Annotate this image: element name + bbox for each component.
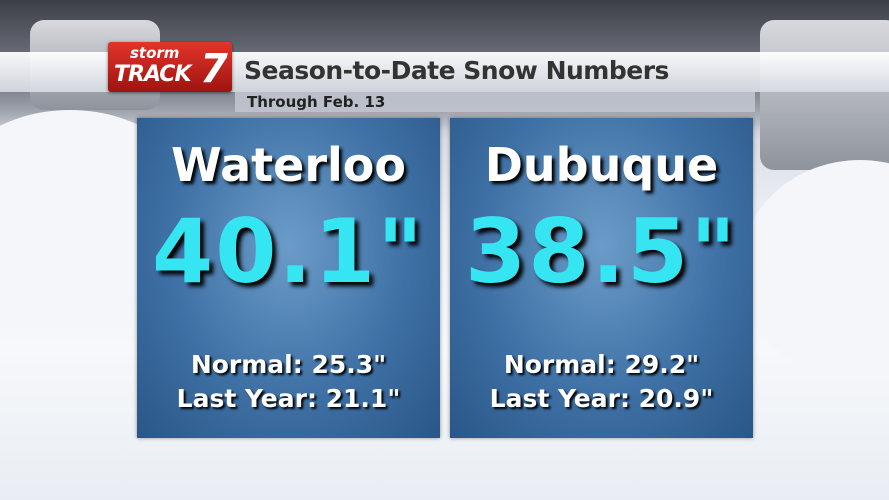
station-logo: storm TRACK 7	[108, 42, 232, 92]
subtitle: Through Feb. 13	[247, 93, 386, 111]
logo-text: storm	[130, 44, 180, 62]
last-year-snow: Last Year: 20.9"	[489, 384, 714, 413]
snow-total: 40.1"	[152, 200, 425, 303]
normal-snow: Normal: 25.3"	[190, 350, 387, 379]
background-car	[760, 20, 889, 170]
title: Season-to-Date Snow Numbers	[244, 56, 669, 85]
logo-text: TRACK	[114, 62, 191, 87]
city-panel: Dubuque 38.5" Normal: 29.2" Last Year: 2…	[450, 118, 753, 438]
city-panel: Waterloo 40.1" Normal: 25.3" Last Year: …	[137, 118, 440, 438]
city-name: Waterloo	[171, 138, 406, 192]
normal-snow: Normal: 29.2"	[503, 350, 700, 379]
snow-total: 38.5"	[465, 200, 738, 303]
subtitle-bar	[235, 92, 755, 112]
snowbank	[740, 160, 889, 380]
last-year-snow: Last Year: 21.1"	[176, 384, 401, 413]
city-name: Dubuque	[484, 138, 719, 192]
logo-number: 7	[200, 46, 228, 92]
